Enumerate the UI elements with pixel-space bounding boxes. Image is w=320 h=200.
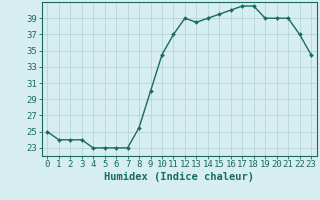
X-axis label: Humidex (Indice chaleur): Humidex (Indice chaleur)	[104, 172, 254, 182]
